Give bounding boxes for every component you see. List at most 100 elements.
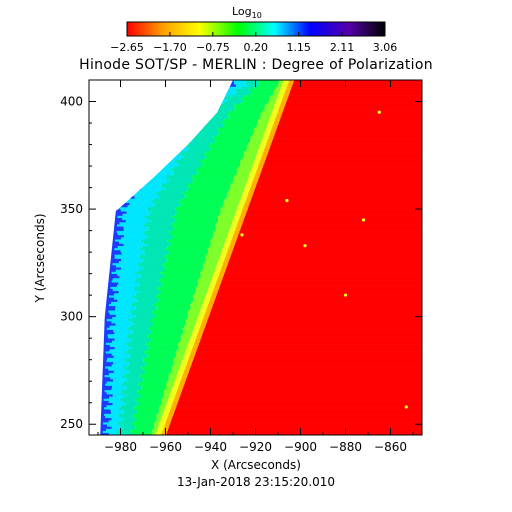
limb-lightgreen [183,325,195,328]
limb-orange [246,198,252,201]
limb-orange [194,342,199,345]
limb-lightgreen [165,383,174,386]
limb-lightgreen [159,404,166,408]
y-axis-label: Y (Arcseconds) [33,213,47,303]
disk-red [174,411,422,414]
limb-orange [204,314,210,317]
limb-orange [229,243,235,246]
offdisk-cyan [104,389,121,393]
offdisk-green [165,247,208,251]
limb-orange [250,185,256,188]
limb-lightgreen [168,376,176,380]
offdisk-green [217,133,253,137]
offdisk-teal [202,118,225,122]
offdisk-teal [124,351,145,354]
offdisk-cyan [117,215,145,218]
offdisk-blank [89,277,109,281]
limb-orange [205,310,211,313]
limb-yellow [165,407,171,410]
offdisk-fringe [102,368,109,371]
limb-yellow [204,297,211,300]
disk-red [251,198,422,201]
offdisk-teal [155,191,183,195]
limb-lightgreen [186,316,198,320]
limb-yellow [270,116,276,120]
limb-orange [183,372,189,376]
offdisk-green [136,417,157,421]
limb-orange [169,411,175,414]
offdisk-blank [89,284,109,287]
offdisk-blank [89,346,104,350]
disk-red [188,372,422,376]
offdisk-fringe [104,318,107,322]
offdisk-cyan [111,280,135,283]
disk-red [241,224,422,227]
limb-yellow [249,172,256,175]
limb-lightgreen [179,340,190,343]
limb-yellow [192,331,198,335]
limb-orange [253,176,259,180]
limb-orange [170,407,176,410]
limb-lightgreen [176,353,185,356]
offdisk-fringe [118,204,128,208]
offdisk-blank [89,336,104,339]
offdisk-cyan [112,394,127,397]
disk-red [191,364,422,367]
offdisk-green [224,118,259,122]
offdisk-cyan [140,187,165,191]
limb-lightgreen [156,415,162,419]
limb-yellow [185,351,191,354]
limb-lightgreen [274,88,281,92]
chart-title: Hinode SOT/SP - MERLIN : Degree of Polar… [79,57,433,73]
offdisk-cyan [117,224,144,227]
limb-lightgreen [151,432,156,435]
offdisk-teal [143,258,168,262]
disk-red [289,92,422,96]
offdisk-cyan [114,247,140,251]
limb-orange [210,297,216,300]
limb-yellow [231,222,238,225]
limb-lightgreen [161,400,168,404]
offdisk-teal [166,174,193,178]
limb-orange [208,303,213,307]
offdisk-green [133,415,157,419]
offdisk-cyan [109,396,124,399]
disk-red [200,338,422,341]
limb-orange [225,254,231,257]
x-tick-label: −880 [329,440,362,454]
offdisk-blank [89,232,114,236]
disk-red [199,340,422,343]
limb-orange [174,396,180,399]
limb-orange [218,273,224,277]
disk-red [185,379,422,382]
offdisk-fringe [101,400,109,404]
offdisk-green [172,215,218,218]
offdisk-teal [134,280,159,283]
offdisk-green [133,413,157,416]
limb-lightgreen [169,372,178,376]
offdisk-fringe [102,385,113,388]
offdisk-blank [89,310,106,313]
limb-orange [265,144,271,147]
limb-orange [222,262,228,266]
limb-yellow [243,189,250,193]
offdisk-green [145,370,172,373]
disk-red [207,318,422,322]
offdisk-cyan [111,271,136,274]
offdisk-green [199,159,241,163]
offdisk-blank [89,316,105,320]
limb-yellow [280,88,286,92]
limb-lightgreen [188,314,199,317]
limb-lightgreen [212,237,227,240]
offdisk-green [156,305,191,309]
limb-orange [185,366,191,369]
offdisk-cyan [113,355,131,358]
limb-yellow [228,230,235,234]
limb-orange [242,209,248,212]
limb-lightgreen [260,114,271,117]
disk-red [225,269,422,272]
offdisk-cyan [111,417,124,421]
offdisk-cyan [112,277,136,281]
limb-yellow [171,389,177,393]
offdisk-blank [89,286,108,289]
